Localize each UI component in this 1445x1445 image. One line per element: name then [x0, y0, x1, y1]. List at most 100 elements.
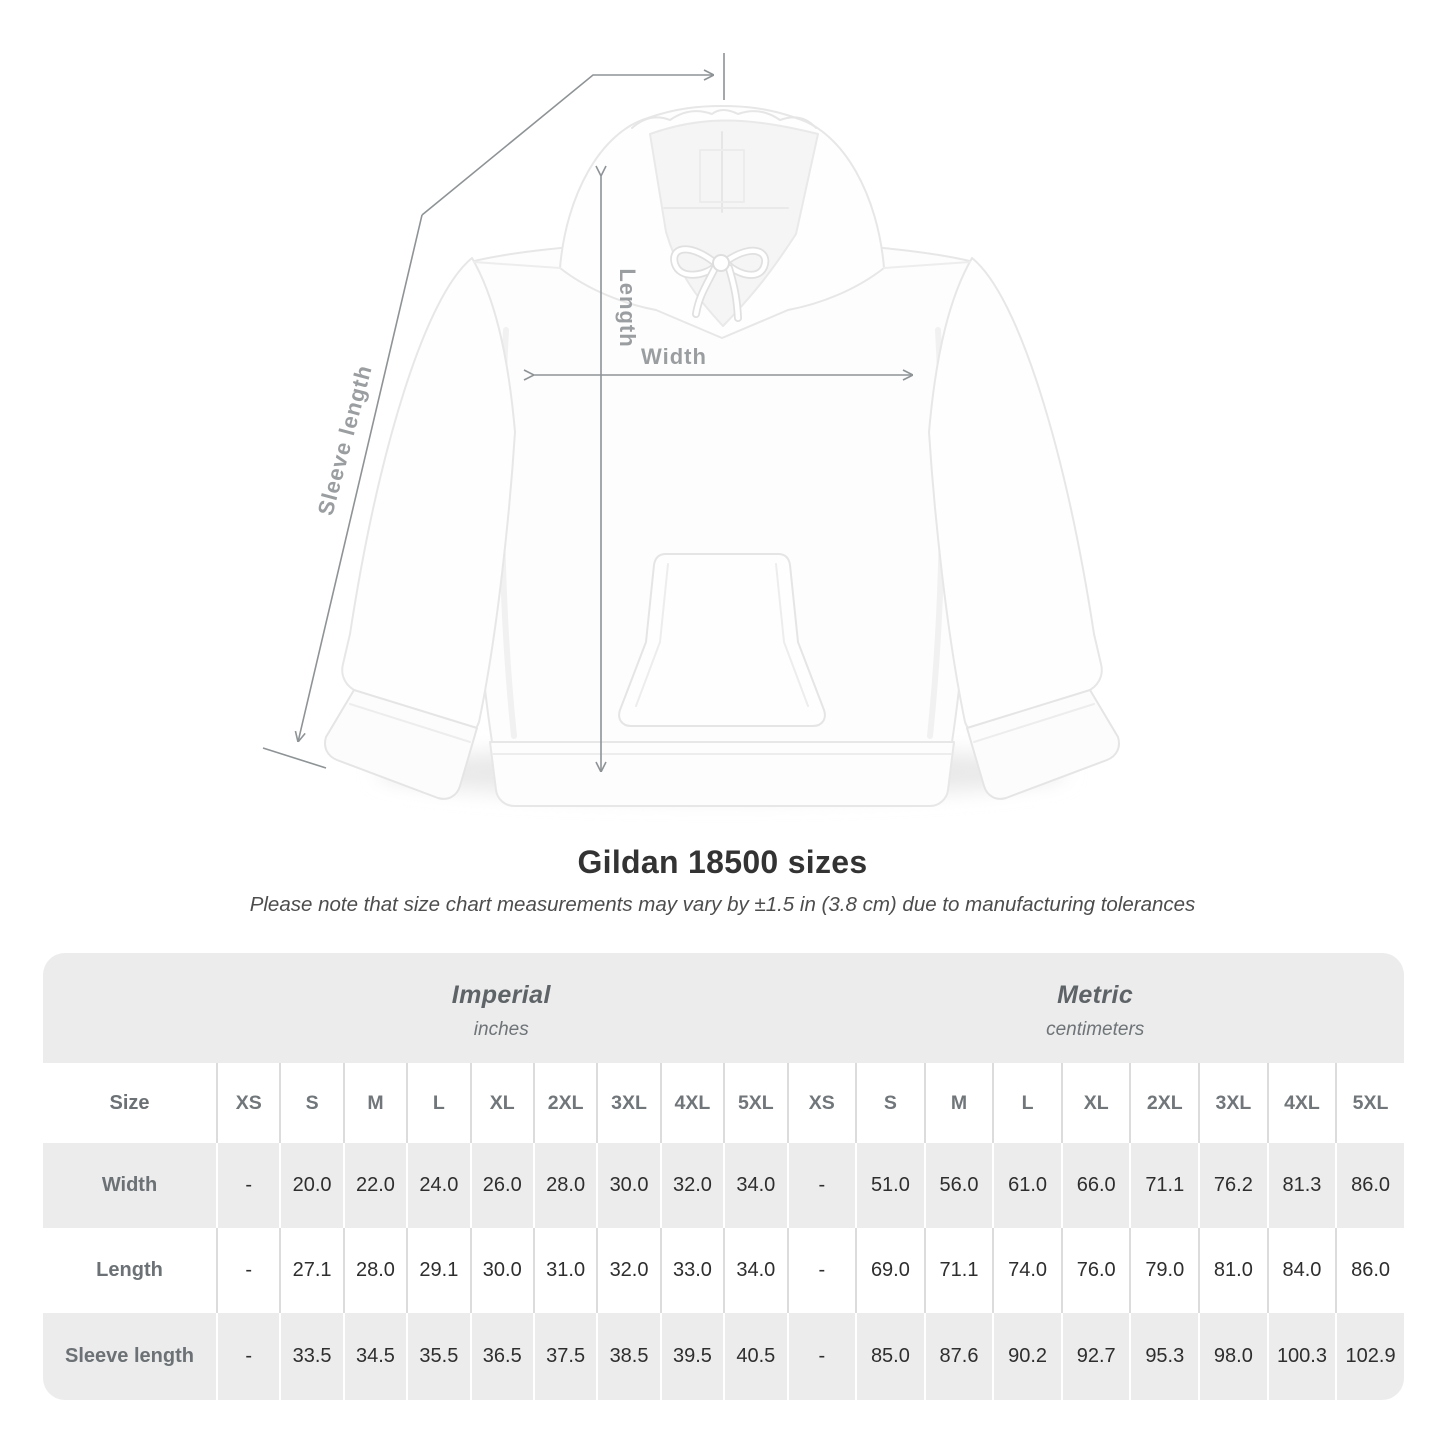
length-imperial-value: 28.0	[342, 1228, 407, 1313]
size-header-metric-5xl: 5XL	[1335, 1063, 1404, 1143]
sleeve-length-imperial-value: 38.5	[596, 1313, 659, 1400]
sleeve-length-metric-value: 90.2	[992, 1313, 1061, 1400]
size-header-imperial-2xl: 2XL	[532, 1063, 597, 1143]
row-label-length: Length	[43, 1228, 216, 1313]
row-label-width: Width	[101, 1174, 158, 1196]
size-header-imperial-l: L	[406, 1063, 470, 1143]
size-table: Imperial inches Metric centimeters Size X…	[43, 953, 1404, 1400]
size-header-metric-2xl: 2XL	[1129, 1063, 1199, 1143]
hoodie-measurement-diagram: Length Width Sleeve length	[262, 53, 1120, 807]
length-metric-value: 84.0	[1266, 1228, 1336, 1313]
sleeve-length-metric-value: 102.9	[1335, 1313, 1404, 1400]
hoodie-hem-band	[489, 741, 955, 807]
length-imperial-value: 34.0	[723, 1228, 787, 1313]
imperial-name: Imperial	[451, 981, 551, 1009]
sleeve-length-imperial-value: 33.5	[279, 1313, 342, 1400]
hoodie-right-cuff	[966, 689, 1120, 800]
imperial-unit: inches	[473, 1019, 529, 1040]
size-header-imperial-m: M	[342, 1063, 407, 1143]
size-header-metric-xs: XS	[786, 1063, 856, 1143]
sleeve-length-imperial-value: -	[216, 1313, 279, 1400]
sleeve-length-imperial-value: 40.5	[723, 1313, 786, 1400]
hoodie-right-sleeve	[928, 257, 1103, 737]
size-header-imperial-xs: XS	[216, 1063, 280, 1143]
sleeve-length-label: Sleeve length	[313, 362, 377, 518]
length-metric-value: 86.0	[1335, 1228, 1404, 1313]
sleeve-length-metric-value: -	[786, 1313, 856, 1400]
hoodie-left-cuff	[324, 689, 478, 800]
measurement-lines	[262, 53, 913, 772]
size-header-metric-4xl: 4XL	[1266, 1063, 1336, 1143]
size-header-imperial-4xl: 4XL	[659, 1063, 724, 1143]
width-imperial-value: 34.0	[723, 1143, 786, 1228]
imperial-header: Imperial inches	[216, 953, 787, 1063]
sleeve-length-imperial-value: 35.5	[406, 1313, 469, 1400]
hoodie-illustration	[324, 105, 1120, 807]
width-imperial-value: 32.0	[659, 1143, 723, 1228]
size-header-imperial-3xl: 3XL	[596, 1063, 660, 1143]
width-metric-value: 76.2	[1198, 1143, 1267, 1228]
metric-unit: centimeters	[1046, 1019, 1145, 1040]
sleeve-length-metric-value: 95.3	[1129, 1313, 1198, 1400]
length-imperial-value: 27.1	[279, 1228, 343, 1313]
length-metric-value: 81.0	[1198, 1228, 1267, 1313]
sleeve-length-metric-value: 87.6	[923, 1313, 993, 1400]
width-metric-value: 56.0	[923, 1143, 993, 1228]
size-header-imperial-s: S	[279, 1063, 343, 1143]
length-imperial-value: 30.0	[469, 1228, 533, 1313]
sleeve-end-tick	[262, 747, 327, 769]
metric-name: Metric	[1057, 981, 1134, 1009]
width-imperial-value: 22.0	[342, 1143, 406, 1228]
hoodie-pocket	[618, 553, 826, 727]
sleeve-length-imperial-value: 39.5	[659, 1313, 723, 1400]
sleeve-length-metric-value: 85.0	[855, 1313, 924, 1400]
size-header-imperial-5xl: 5XL	[723, 1063, 787, 1143]
width-metric-value: 81.3	[1266, 1143, 1336, 1228]
width-metric-value: 51.0	[855, 1143, 924, 1228]
width-label: Width	[641, 344, 707, 369]
sleeve-length-arrow	[298, 214, 423, 742]
size-column-header: Size	[43, 1063, 216, 1143]
size-header-metric-m: M	[923, 1063, 993, 1143]
length-imperial-value: 32.0	[596, 1228, 660, 1313]
length-metric-value: 71.1	[923, 1228, 993, 1313]
page-title: Gildan 18500 sizes	[577, 844, 868, 880]
hoodie-left-sleeve	[341, 257, 516, 737]
sleeve-length-metric-value: 92.7	[1060, 1313, 1130, 1400]
hoodie-drawstring	[670, 245, 770, 322]
width-imperial-value: 26.0	[469, 1143, 533, 1228]
sleeve-length-imperial-value: 37.5	[532, 1313, 596, 1400]
length-metric-value: 74.0	[992, 1228, 1061, 1313]
width-metric-value: 71.1	[1129, 1143, 1198, 1228]
length-imperial-value: 29.1	[406, 1228, 470, 1313]
width-metric-value: 66.0	[1060, 1143, 1130, 1228]
length-label: Length	[615, 268, 640, 347]
width-imperial-value: -	[216, 1143, 279, 1228]
size-header-metric-xl: XL	[1060, 1063, 1130, 1143]
sleeve-top-arrow	[421, 75, 714, 216]
width-metric-value: 61.0	[992, 1143, 1061, 1228]
length-imperial-value: 31.0	[532, 1228, 597, 1313]
width-metric-value: 86.0	[1335, 1143, 1404, 1228]
sleeve-length-imperial-value: 34.5	[342, 1313, 406, 1400]
size-header-metric-l: L	[992, 1063, 1061, 1143]
width-imperial-value: 24.0	[406, 1143, 469, 1228]
sleeve-length-metric-value: 100.3	[1266, 1313, 1336, 1400]
row-label-sleeve-length: Sleeve length	[65, 1345, 194, 1367]
width-imperial-value: 28.0	[532, 1143, 596, 1228]
size-header-metric-3xl: 3XL	[1198, 1063, 1267, 1143]
length-metric-value: 69.0	[855, 1228, 924, 1313]
sleeve-length-imperial-value: 36.5	[469, 1313, 533, 1400]
length-metric-value: 79.0	[1129, 1228, 1199, 1313]
metric-header: Metric centimeters	[787, 953, 1404, 1063]
length-metric-value: 76.0	[1060, 1228, 1130, 1313]
width-metric-value: -	[786, 1143, 856, 1228]
width-imperial-value: 20.0	[279, 1143, 342, 1228]
length-imperial-value: 33.0	[659, 1228, 724, 1313]
sleeve-length-metric-value: 98.0	[1198, 1313, 1267, 1400]
tolerance-note: Please note that size chart measurements…	[249, 893, 1196, 916]
size-header-metric-s: S	[855, 1063, 924, 1143]
width-imperial-value: 30.0	[596, 1143, 659, 1228]
size-header-imperial-xl: XL	[469, 1063, 533, 1143]
length-metric-value: -	[786, 1228, 856, 1313]
